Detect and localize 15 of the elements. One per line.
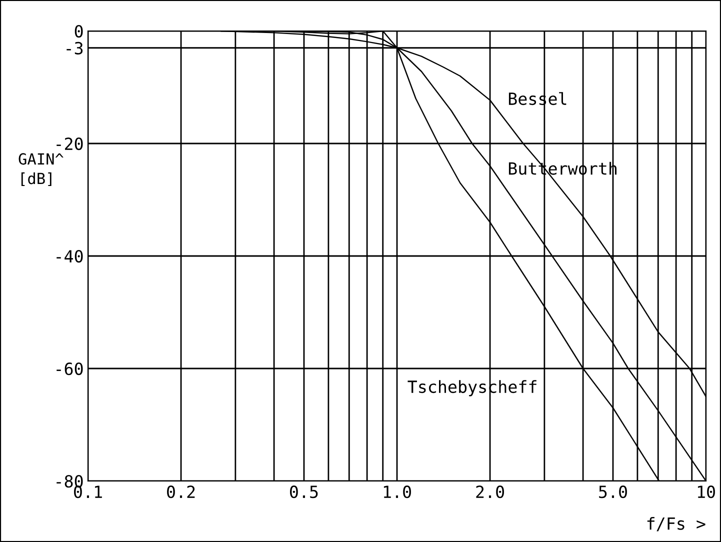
y-axis-title: GAIN^ [dB]	[18, 153, 64, 186]
y-tick-label: -60	[56, 362, 83, 376]
y-tick-label: -80	[56, 475, 83, 488]
x-tick-label: 0.2	[167, 486, 195, 498]
x-tick-label: 2.0	[476, 486, 504, 498]
x-tick-label: 10	[698, 486, 715, 498]
y-tick-label: -40	[56, 250, 83, 263]
x-tick-label: 0.1	[74, 486, 102, 498]
x-axis-title: f/Fs >	[647, 516, 706, 532]
y-tick-label: 0	[74, 25, 83, 38]
y-tick-label: -3	[66, 42, 83, 54]
x-tick-label: 5.0	[599, 486, 627, 498]
y-tick-label: -20	[56, 138, 83, 150]
x-tick-label: 1.0	[384, 486, 411, 498]
x-tick-label: 0.5	[290, 486, 318, 498]
